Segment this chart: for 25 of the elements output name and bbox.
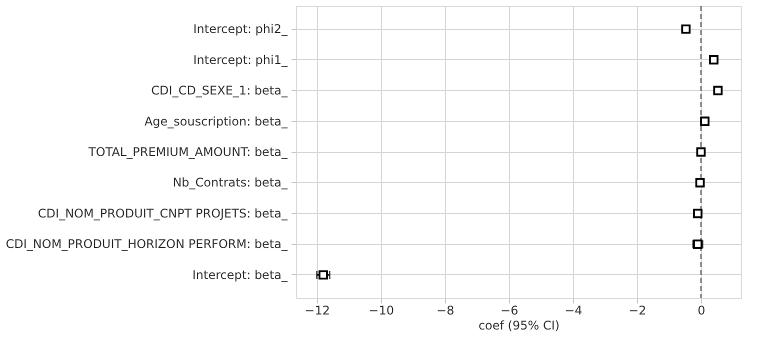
y-tick-label: Intercept: beta_ [192, 268, 288, 282]
x-tick-label: −8 [436, 304, 454, 318]
y-tick-label: Age_souscription: beta_ [144, 114, 288, 128]
point [681, 24, 691, 34]
x-axis-title: coef (95% CI) [478, 318, 560, 332]
point [700, 116, 710, 126]
y-tick-label: CDI_NOM_PRODUIT_CNPT PROJETS: beta_ [38, 206, 288, 220]
y-tick-label: CDI_CD_SEXE_1: beta_ [151, 84, 288, 98]
point [318, 270, 328, 280]
y-tick-label: Intercept: phi2_ [193, 22, 288, 36]
x-tick-label: 0 [698, 304, 706, 318]
x-tick-label: −10 [368, 304, 394, 318]
y-tick-label: TOTAL_PREMIUM_AMOUNT: beta_ [88, 145, 288, 159]
y-tick-label: Nb_Contrats: beta_ [172, 176, 288, 190]
point [693, 208, 702, 218]
x-tick-label: −6 [500, 304, 518, 318]
point [695, 178, 705, 188]
point [713, 86, 723, 96]
y-tick-label: CDI_NOM_PRODUIT_HORIZON PERFORM: beta_ [6, 237, 288, 252]
point [709, 55, 718, 64]
x-tick-label: −2 [628, 304, 646, 318]
x-tick-label: −12 [304, 304, 330, 318]
x-tick-label: −4 [564, 304, 582, 318]
y-tick-label: Intercept: phi1_ [193, 52, 288, 67]
point [696, 147, 706, 157]
